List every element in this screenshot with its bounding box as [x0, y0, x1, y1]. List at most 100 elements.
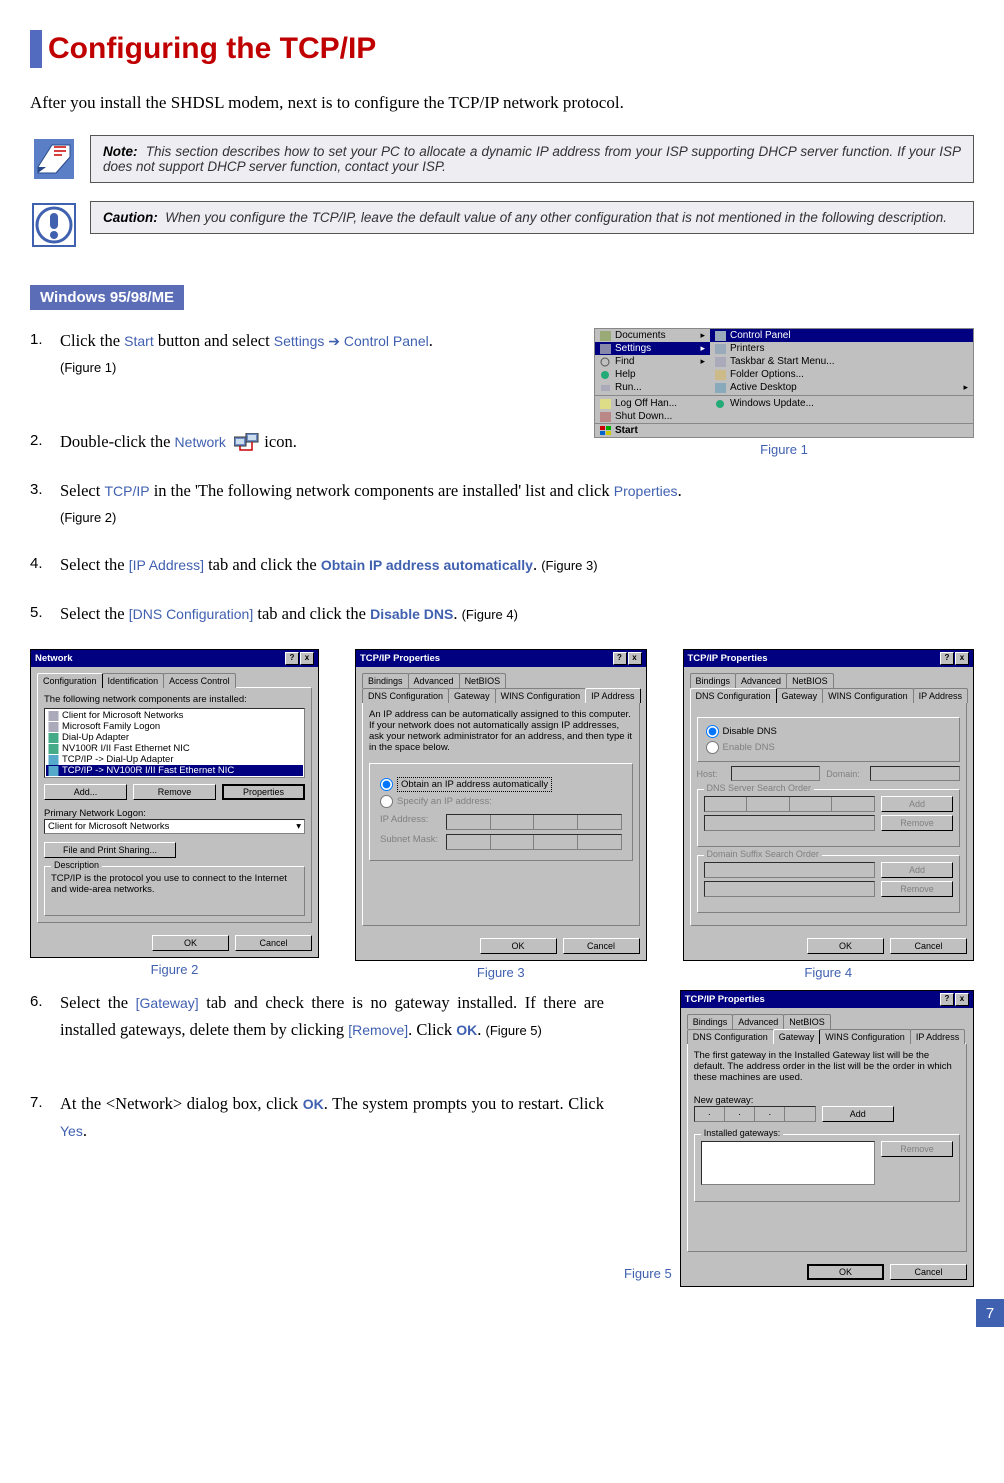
fig3-tab-advanced[interactable]: Advanced	[408, 673, 460, 688]
fig3-tab-bindings[interactable]: Bindings	[362, 673, 409, 688]
fig2-title: Network	[35, 653, 72, 664]
fig4-ok-button[interactable]: OK	[807, 938, 884, 954]
fig1-documents-label: Documents	[615, 330, 666, 341]
fig3-radio-obtain[interactable]: Obtain an IP address automatically	[380, 777, 622, 792]
fig3-ok-button[interactable]: OK	[480, 938, 557, 954]
fig5-close-icon[interactable]: x	[955, 993, 969, 1006]
step-5: Select the [DNS Configuration] tab and c…	[30, 601, 974, 627]
fig1-shutdown[interactable]: Shut Down...	[595, 410, 710, 423]
fig4-add2-button[interactable]: Add	[881, 862, 953, 878]
fig1-shutdown-label: Shut Down...	[615, 411, 672, 422]
fig4-tab-wins[interactable]: WINS Configuration	[822, 688, 914, 703]
fig1-documents[interactable]: Documents▸	[595, 329, 710, 342]
fig4-suffix-input[interactable]	[704, 862, 876, 878]
fig2-close-icon[interactable]: x	[300, 652, 314, 665]
fig4-tab-netbios[interactable]: NetBIOS	[786, 673, 834, 688]
fig1-printers[interactable]: Printers	[710, 342, 973, 355]
fig2-tab-ident[interactable]: Identification	[102, 673, 165, 688]
fig4-cancel-button[interactable]: Cancel	[890, 938, 967, 954]
fig3-mask-input[interactable]	[446, 834, 622, 850]
fig2-logon-label: Primary Network Logon:	[44, 808, 305, 819]
fig2-tab-config[interactable]: Configuration	[37, 673, 103, 688]
fig1-start-label: Start	[615, 425, 638, 436]
fig4-radio-disable[interactable]: Disable DNS	[706, 725, 952, 738]
fig5-remove-button[interactable]: Remove	[881, 1141, 953, 1157]
fig3-tab-dns[interactable]: DNS Configuration	[362, 688, 449, 703]
fig1-winupdate[interactable]: Windows Update...	[710, 397, 973, 410]
fig3-radio-specify[interactable]: Specify an IP address:	[380, 795, 622, 808]
note-label: Note:	[103, 144, 138, 159]
fig5-tab-gateway[interactable]: Gateway	[773, 1029, 821, 1044]
fig5-tab-dns[interactable]: DNS Configuration	[687, 1029, 774, 1044]
fig5-installed-list[interactable]	[701, 1141, 875, 1185]
fig4-radio-enable-input[interactable]	[706, 741, 719, 754]
fig4-suffix-list[interactable]	[704, 881, 876, 897]
fig1-controlpanel[interactable]: Control Panel	[710, 329, 973, 342]
fig3-tab-wins[interactable]: WINS Configuration	[495, 688, 587, 703]
fig4-tab-advanced[interactable]: Advanced	[735, 673, 787, 688]
fig4-tab-ipaddr[interactable]: IP Address	[913, 688, 968, 703]
fig5-cancel-button[interactable]: Cancel	[890, 1264, 967, 1280]
fig3-cancel-button[interactable]: Cancel	[563, 938, 640, 954]
steps-list-b: Select TCP/IP in the 'The following netw…	[30, 478, 974, 628]
fig2-components-list[interactable]: Client for Microsoft Networks Microsoft …	[44, 708, 305, 778]
fig2-tab-access[interactable]: Access Control	[163, 673, 236, 688]
fig1-help[interactable]: Help	[595, 368, 710, 381]
fig2-ok-button[interactable]: OK	[152, 935, 229, 951]
fig1-activedesktop[interactable]: Active Desktop▸	[710, 381, 973, 394]
fig5-ok-button[interactable]: OK	[807, 1264, 884, 1280]
fig4-tab-bindings[interactable]: Bindings	[690, 673, 737, 688]
fig3-radio-specify-input[interactable]	[380, 795, 393, 808]
steps-list-a: Click the Start button and select Settin…	[30, 328, 584, 456]
fig1-taskbar[interactable]: Taskbar & Start Menu...	[710, 355, 973, 368]
fig5-help-icon[interactable]: ?	[940, 993, 954, 1006]
fig4-radio-enable[interactable]: Enable DNS	[706, 741, 952, 754]
fig3-ip-input[interactable]	[446, 814, 622, 830]
fig3-tab-netbios[interactable]: NetBIOS	[459, 673, 507, 688]
fig4-help-icon[interactable]: ?	[940, 652, 954, 665]
step5-kw-dns: [DNS Configuration]	[129, 606, 254, 622]
fig4-dns-ip-input[interactable]	[704, 796, 876, 812]
fig5-tab-bindings[interactable]: Bindings	[687, 1014, 734, 1029]
fig5-tab-netbios[interactable]: NetBIOS	[783, 1014, 831, 1029]
figure-2-caption: Figure 2	[30, 962, 319, 977]
fig5-add-button[interactable]: Add	[822, 1106, 894, 1122]
fig4-dns-list[interactable]	[704, 815, 876, 831]
fig2-logon-select[interactable]: Client for Microsoft Networks▾	[44, 819, 305, 834]
fig3-help-icon[interactable]: ?	[613, 652, 627, 665]
fig4-remove2-button[interactable]: Remove	[881, 881, 953, 897]
fig2-help-icon[interactable]: ?	[285, 652, 299, 665]
fig2-share-button[interactable]: File and Print Sharing...	[44, 842, 176, 858]
fig1-settings[interactable]: Settings▸	[595, 342, 710, 355]
step4-mid: tab and click the	[204, 555, 321, 574]
fig4-radio-disable-input[interactable]	[706, 725, 719, 738]
fig5-tab-advanced[interactable]: Advanced	[732, 1014, 784, 1029]
fig4-remove1-button[interactable]: Remove	[881, 815, 953, 831]
fig1-folderopts[interactable]: Folder Options...	[710, 368, 973, 381]
fig1-logoff[interactable]: Log Off Han...	[595, 397, 710, 410]
fig2-cancel-button[interactable]: Cancel	[235, 935, 312, 951]
fig4-add1-button[interactable]: Add	[881, 796, 953, 812]
fig5-tab-wins[interactable]: WINS Configuration	[819, 1029, 911, 1044]
fig3-radio-obtain-input[interactable]	[380, 778, 393, 791]
fig2-properties-button[interactable]: Properties	[222, 784, 305, 800]
fig2-remove-button[interactable]: Remove	[133, 784, 216, 800]
step7-kw-yes: Yes	[60, 1123, 83, 1139]
fig1-run[interactable]: Run...	[595, 381, 710, 394]
fig1-find[interactable]: Find▸	[595, 355, 710, 368]
fig4-domain-input[interactable]	[870, 766, 960, 781]
fig3-tab-ipaddr[interactable]: IP Address	[585, 688, 640, 703]
fig5-new-gateway-input[interactable]: ...	[694, 1106, 816, 1122]
fig3-tab-gateway[interactable]: Gateway	[448, 688, 496, 703]
step1-kw-start: Start	[124, 333, 154, 349]
fig1-start-button[interactable]: Start	[595, 423, 973, 437]
fig4-host-input[interactable]	[731, 766, 821, 781]
fig4-tab-gateway[interactable]: Gateway	[776, 688, 824, 703]
fig4-tab-dns[interactable]: DNS Configuration	[690, 688, 777, 703]
fig4-close-icon[interactable]: x	[955, 652, 969, 665]
fig1-run-label: Run...	[615, 382, 642, 393]
fig3-close-icon[interactable]: x	[628, 652, 642, 665]
fig2-add-button[interactable]: Add...	[44, 784, 127, 800]
step1-kw-path: Settings ➔ Control Panel	[274, 333, 429, 349]
fig5-tab-ipaddr[interactable]: IP Address	[910, 1029, 965, 1044]
